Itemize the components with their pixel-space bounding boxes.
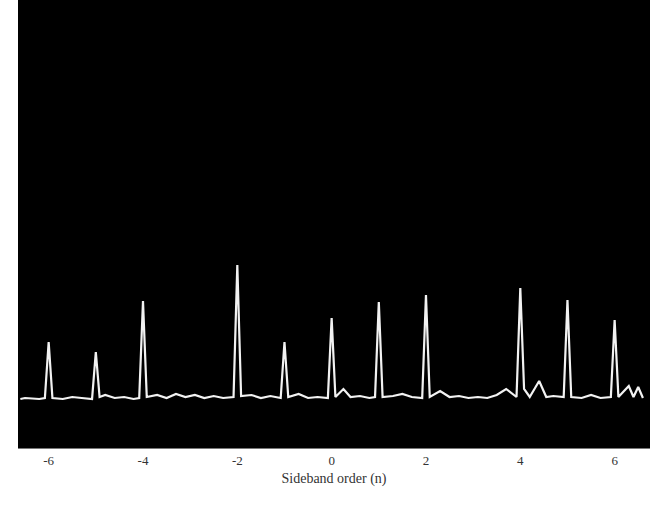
svg-text:0: 0 [328,453,335,468]
svg-text:6: 6 [611,453,618,468]
svg-text:Sideband order (n): Sideband order (n) [282,471,387,487]
svg-text:4: 4 [517,453,524,468]
svg-text:-4: -4 [138,453,149,468]
svg-text:-6: -6 [43,453,54,468]
svg-text:-2: -2 [232,453,243,468]
svg-text:2: 2 [423,453,430,468]
